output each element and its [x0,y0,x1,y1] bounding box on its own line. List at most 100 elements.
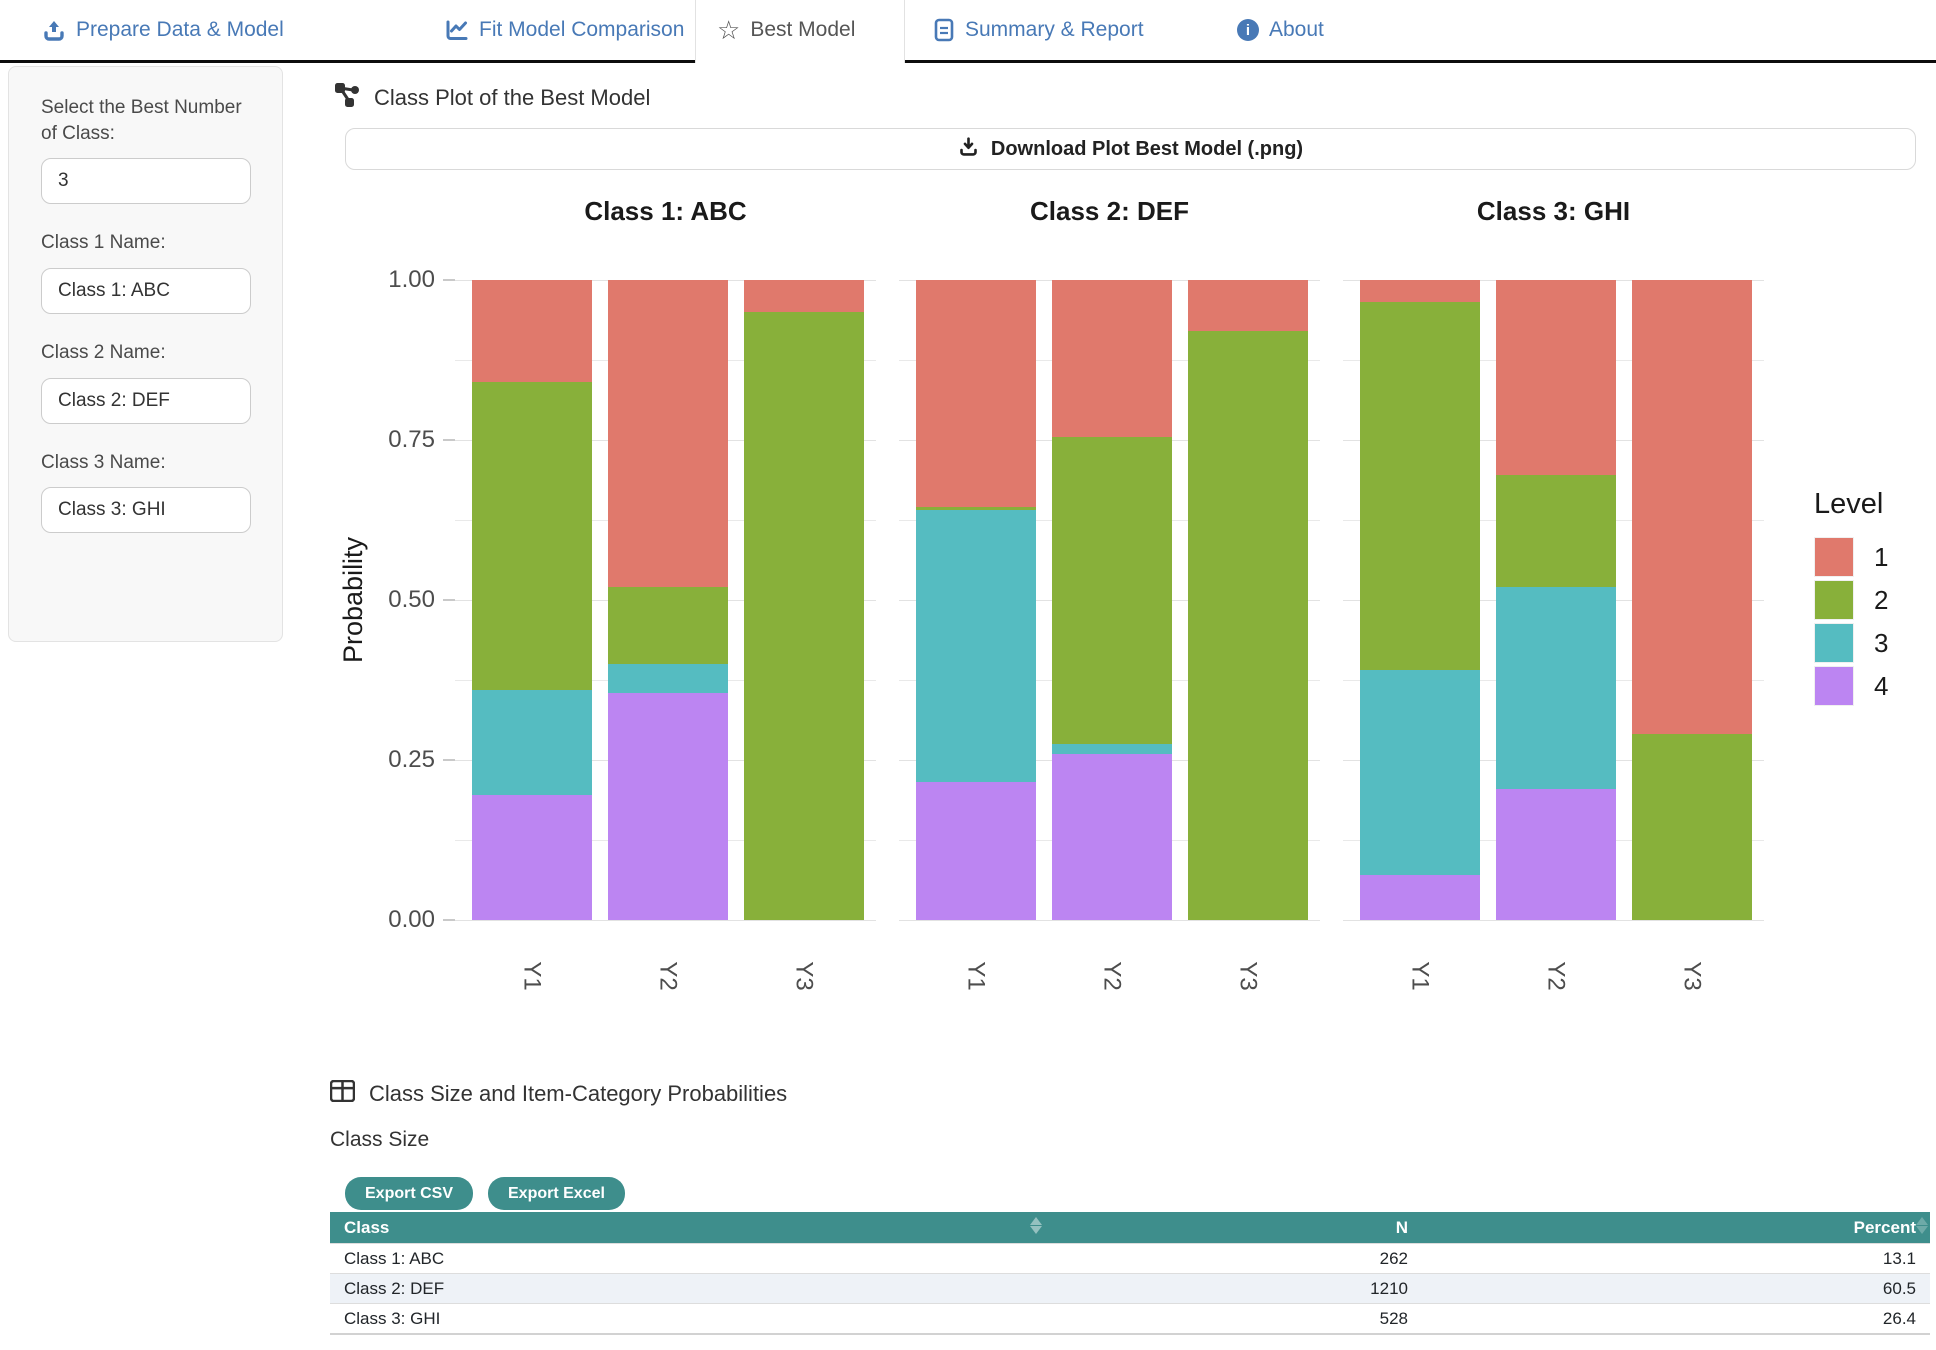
file-icon [933,18,955,42]
y-axis-title: Probability [338,536,368,664]
class-count-label: Select the Best Number of Class: [41,97,242,144]
class2-name-label: Class 2 Name: [41,341,166,363]
column-header-percent[interactable]: Percent [1853,1217,1916,1237]
tab-label: About [1269,18,1324,41]
tab-about[interactable]: i About [1237,0,1324,60]
table-section-header: Class Size and Item-Category Probabiliti… [329,1079,787,1108]
export-excel-button[interactable]: Export Excel [488,1177,625,1210]
gridline [899,920,1320,921]
bar-segment-level2 [1188,331,1308,920]
bar-segment-level2 [916,507,1036,511]
x-tick-label: Y1 [962,961,990,991]
bar-segment-level4 [608,692,728,920]
legend-swatch-level1 [1814,537,1854,577]
cell-n: 528 [1379,1308,1408,1328]
bar-segment-level2 [1496,475,1616,588]
tab-label: Fit Model Comparison [479,18,685,41]
y-tick-mark [443,599,455,601]
bar-segment-level2 [1632,734,1752,920]
table-row[interactable]: Class 1: ABC 262 13.1 [330,1243,1930,1273]
cell-class: Class 3: GHI [344,1308,441,1328]
plot-section-title: Class Plot of the Best Model [374,85,651,110]
legend-label: 4 [1874,670,1889,701]
stacked-bar-Y2 [1052,280,1172,920]
bar-segment-level1 [1052,280,1172,437]
legend-item: 1 [1814,537,1888,577]
stacked-bar-Y1 [472,280,592,920]
export-csv-button[interactable]: Export CSV [345,1177,474,1210]
stacked-bar-Y2 [1496,280,1616,920]
y-tick-label: 0.50 [388,586,435,613]
bar-segment-level1 [1496,280,1616,476]
class3-name-label: Class 3 Name: [41,451,166,473]
table-icon [329,1079,356,1108]
class-size-table: Class N Percent Class 1: ABC 262 13.1 Cl… [330,1212,1930,1335]
y-tick-mark [443,439,455,441]
tab-summary-report[interactable]: Summary & Report [933,0,1144,60]
table-header-row: Class N Percent [330,1212,1930,1243]
bar-segment-level4 [1496,788,1616,920]
gridline [455,920,876,921]
table-row[interactable]: Class 2: DEF 1210 60.5 [330,1273,1930,1303]
class-count-input[interactable] [41,158,251,205]
legend-item: 4 [1814,666,1888,706]
tab-prepare-data[interactable]: Prepare Data & Model [42,0,284,60]
class2-name-input[interactable] [41,377,251,424]
x-tick-label: Y1 [1406,961,1434,991]
table-bottom-border [330,1333,1930,1335]
stacked-bar-Y3 [744,280,864,920]
chart-panel [1343,280,1764,921]
cell-class: Class 2: DEF [344,1278,445,1298]
tab-best-model[interactable] [695,0,905,63]
bar-segment-level2 [1052,436,1172,744]
chart-legend: Level 1 2 3 4 [1814,488,1888,709]
class3-name-input[interactable] [41,487,251,534]
chart-line-icon [445,18,469,42]
bar-segment-level3 [916,510,1036,783]
tab-fit-model-comparison[interactable]: Fit Model Comparison [445,0,684,60]
y-tick-mark [443,279,455,281]
bar-segment-level3 [1496,587,1616,789]
sidebar-panel: Select the Best Number of Class: Class 1… [8,66,283,642]
column-header-n[interactable]: N [1395,1217,1408,1237]
cell-class: Class 1: ABC [344,1248,445,1268]
cell-n: 1210 [1370,1278,1408,1298]
nav-underline-left [0,60,695,63]
bar-segment-level4 [472,795,592,920]
bar-segment-level3 [472,689,592,796]
sort-icon[interactable] [1916,1217,1928,1234]
legend-swatch-level2 [1814,580,1854,620]
bar-segment-level2 [744,312,864,920]
nav-underline-right [905,60,1936,63]
legend-label: 2 [1874,584,1889,615]
bar-segment-level1 [472,280,592,383]
x-tick-label: Y2 [1098,961,1126,991]
download-button-label: Download Plot Best Model (.png) [990,137,1304,160]
table-row[interactable]: Class 3: GHI 528 26.4 [330,1303,1930,1333]
facet-title: Class 3: GHI [1476,196,1631,226]
legend-swatch-level4 [1814,666,1854,706]
stacked-bar-Y2 [608,280,728,920]
gridline [1343,920,1764,921]
legend-label: 1 [1874,541,1889,572]
tab-bar: Prepare Data & Model Fit Model Compariso… [0,0,1936,63]
tab-best-model-content[interactable]: ☆ Best Model [717,0,855,60]
x-tick-label: Y2 [654,961,682,991]
sort-icon[interactable] [1030,1217,1042,1234]
x-tick-label: Y3 [1234,961,1262,991]
facet-title: Class 1: ABC [584,196,747,226]
plot-section-header: Class Plot of the Best Model [334,82,650,114]
stacked-bar-Y1 [1360,280,1480,920]
y-tick-label: 0.25 [388,746,435,773]
legend-title: Level [1814,488,1884,520]
class1-name-input[interactable] [41,267,251,314]
bar-segment-level1 [1632,280,1752,735]
cell-percent: 26.4 [1882,1308,1916,1328]
project-diagram-icon [334,82,360,114]
y-tick-label: 0.75 [388,426,435,453]
download-plot-button[interactable]: Download Plot Best Model (.png) [345,128,1916,170]
stacked-bar-Y3 [1632,280,1752,920]
bar-segment-level1 [608,280,728,588]
column-header-class[interactable]: Class [344,1217,390,1237]
